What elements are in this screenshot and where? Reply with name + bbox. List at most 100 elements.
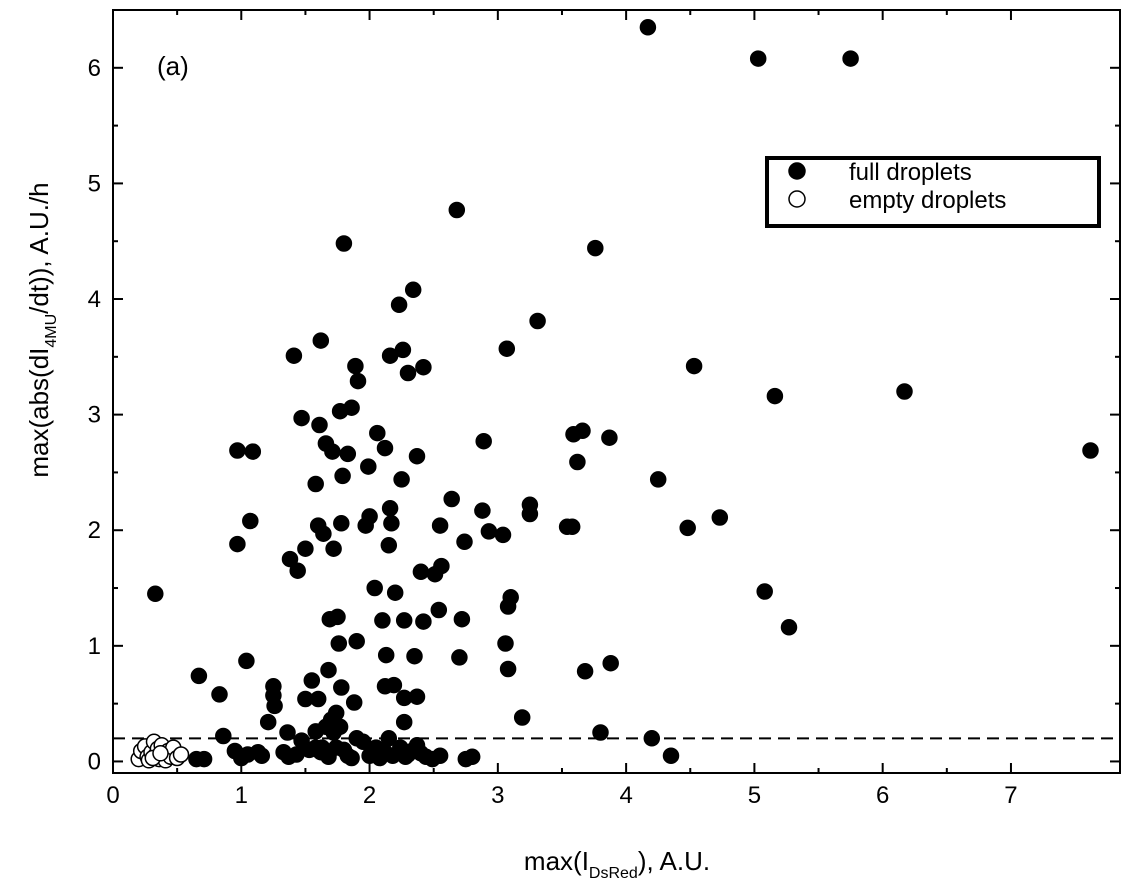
full-droplet-point — [679, 519, 696, 537]
full-droplet-point — [383, 515, 400, 532]
full-droplet-point — [329, 608, 346, 626]
empty-droplet-point — [172, 746, 190, 763]
y-tick-label: 6 — [88, 55, 101, 82]
full-droplet-point — [393, 471, 410, 488]
full-droplet-point — [576, 663, 594, 680]
full-droplet-point — [780, 619, 798, 636]
full-droplet-point — [756, 583, 773, 600]
full-droplet-point — [563, 518, 581, 536]
series-empty-droplets — [130, 733, 190, 769]
full-droplet-point — [415, 358, 432, 376]
full-droplet-point — [360, 458, 377, 475]
full-droplet-point — [366, 579, 383, 597]
y-tick-label: 1 — [88, 633, 101, 660]
full-droplet-point — [335, 235, 353, 252]
x-tick-label: 7 — [1004, 782, 1017, 809]
empty-droplet-point — [152, 745, 169, 762]
full-droplet-point — [408, 447, 426, 465]
full-droplet-point — [395, 612, 413, 629]
legend-box — [765, 156, 1101, 228]
y-tick-label: 0 — [88, 748, 101, 775]
full-droplet-point — [244, 443, 262, 460]
full-droplet-point — [431, 747, 449, 764]
full-droplet-point — [433, 557, 450, 575]
full-droplet-point — [386, 584, 404, 601]
legend: full droplets empty droplets — [765, 156, 1101, 228]
data-points — [130, 19, 1099, 769]
full-droplet-point — [345, 694, 363, 711]
full-droplet-point — [381, 500, 399, 517]
full-droplet-point — [497, 635, 514, 652]
full-droplet-point — [498, 340, 516, 357]
full-droplet-point — [348, 632, 365, 650]
y-tick-label: 2 — [88, 517, 101, 544]
full-droplet-point — [333, 515, 350, 532]
full-droplet-point — [443, 490, 460, 508]
full-droplet-point — [569, 453, 586, 471]
full-droplet-point — [451, 649, 468, 666]
legend-label-empty: empty droplets — [849, 187, 1006, 214]
full-droplet-point — [390, 296, 408, 314]
full-droplet-point — [297, 540, 314, 557]
full-droplet-point — [324, 443, 341, 460]
full-droplet-point — [448, 201, 466, 219]
full-droplet-point — [602, 654, 619, 672]
full-droplet-point — [215, 727, 232, 745]
full-droplet-point — [415, 613, 432, 630]
full-droplet-point — [649, 471, 667, 488]
full-droplet-point — [347, 357, 364, 375]
x-tick-label: 6 — [876, 782, 889, 809]
full-droplet-point — [309, 690, 327, 708]
full-droplet-point — [377, 646, 395, 664]
x-tick-label: 3 — [491, 782, 504, 809]
y-tick-label: 3 — [88, 402, 101, 429]
full-droplet-point — [574, 422, 591, 440]
x-tick-label: 0 — [106, 782, 119, 809]
full-droplet-point — [285, 347, 303, 364]
full-droplet-point — [320, 661, 337, 679]
full-droplet-point — [513, 709, 531, 726]
full-droplet-point — [281, 550, 299, 568]
full-droplet-point — [406, 647, 423, 665]
legend-label-full: full droplets — [849, 159, 972, 186]
full-droplet-point — [480, 523, 498, 540]
full-droplet-point — [1082, 442, 1099, 459]
full-droplet-point — [711, 509, 729, 526]
x-axis-title: max(IDsRed), A.U. — [524, 846, 710, 881]
full-droplet-point — [474, 502, 491, 519]
full-droplet-point — [385, 676, 403, 694]
full-droplet-point — [369, 424, 386, 442]
full-droplet-point — [253, 747, 271, 764]
full-droplet-point — [333, 679, 350, 696]
y-axis-title: max(abs(dI4MU/dt)), A.U./h — [24, 182, 60, 477]
full-droplet-point — [494, 526, 512, 544]
x-axis-title-sub: DsRed — [589, 865, 638, 881]
full-droplet-point — [529, 312, 546, 330]
x-axis-title-main: max(I — [524, 846, 589, 876]
full-droplet-point — [229, 535, 246, 553]
full-droplet-point — [404, 281, 422, 299]
full-droplet-point — [643, 730, 661, 747]
full-droplet-point — [147, 585, 164, 603]
full-droplet-point — [325, 540, 342, 557]
full-droplet-point — [327, 704, 345, 722]
full-droplet-point — [374, 612, 391, 629]
full-droplet-point — [307, 475, 324, 493]
full-droplet-point — [412, 563, 430, 581]
full-droplet-point — [502, 589, 519, 606]
y-axis-ticks: 0 1 2 3 4 5 6 — [88, 55, 1120, 775]
full-droplet-point — [749, 50, 767, 67]
full-droplet-point — [430, 601, 448, 619]
full-droplet-point — [293, 409, 310, 427]
full-droplet-point — [475, 432, 492, 450]
y-axis-title-tail: /dt)), A.U./h — [24, 182, 54, 314]
legend-marker-full — [788, 162, 806, 180]
full-droplet-point — [766, 387, 784, 405]
full-droplet-point — [339, 445, 357, 463]
x-tick-label: 4 — [619, 782, 632, 809]
full-droplet-point — [311, 416, 328, 434]
full-droplet-point — [395, 713, 413, 731]
full-droplet-point — [376, 439, 394, 457]
y-tick-label: 4 — [88, 286, 101, 313]
full-droplet-point — [394, 341, 412, 359]
